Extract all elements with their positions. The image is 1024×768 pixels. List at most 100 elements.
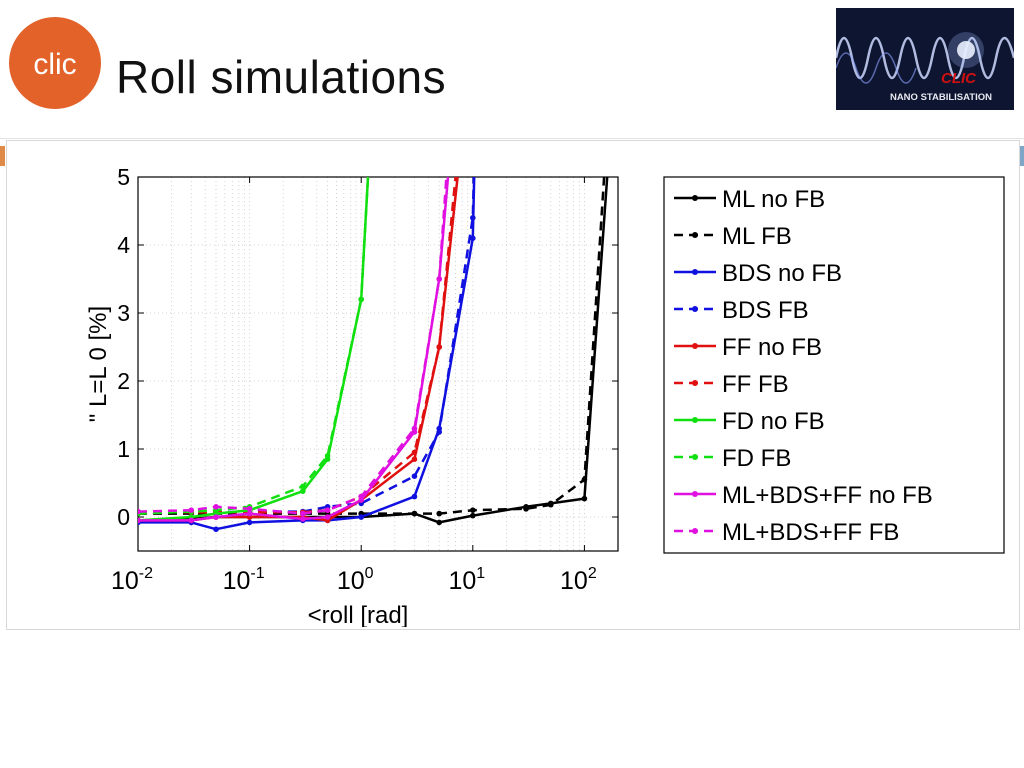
- data-point: [436, 276, 443, 282]
- data-point: [436, 510, 443, 517]
- clic-logo: clic: [9, 17, 101, 109]
- x-tick-exponent: 2: [588, 565, 597, 582]
- data-point: [581, 476, 588, 483]
- y-axis-label: " L=L 0 [%]: [85, 306, 112, 422]
- legend-box: [663, 176, 1005, 554]
- data-point: [470, 507, 476, 513]
- x-tick-exponent: 0: [365, 565, 374, 582]
- legend-marker: [692, 306, 698, 312]
- data-point: [324, 507, 331, 513]
- y-tick-label: 3: [117, 300, 130, 326]
- data-point: [411, 425, 418, 432]
- data-point: [246, 506, 253, 512]
- legend-marker: [692, 454, 698, 460]
- nano-stabilisation-logo: CLIC NANO STABILISATION: [836, 8, 1014, 110]
- y-tick-label: 0: [117, 504, 130, 530]
- legend-label: FF FB: [722, 371, 789, 398]
- x-tick-label: 100: [337, 565, 374, 595]
- wave-graphic: [836, 32, 1014, 84]
- series-line: [138, 176, 476, 514]
- clic-brand-text: CLIC: [941, 70, 976, 87]
- x-tick-label: 10-1: [223, 565, 265, 595]
- series-line: [138, 176, 448, 515]
- data-point: [246, 510, 253, 517]
- legend-marker: [692, 380, 698, 386]
- data-point: [411, 449, 418, 456]
- legend-marker: [692, 528, 698, 534]
- x-tick-label: 101: [448, 565, 485, 595]
- data-point: [324, 514, 331, 520]
- legend-label: FD FB: [722, 445, 791, 472]
- series-line: [138, 176, 370, 515]
- x-tick-base: 10: [337, 567, 365, 595]
- series-line: [138, 176, 450, 522]
- data-point: [411, 510, 418, 517]
- data-point: [436, 344, 443, 350]
- data-point: [581, 495, 588, 502]
- data-point: [213, 514, 219, 520]
- x-tick-exponent: -1: [250, 565, 264, 582]
- data-point: [300, 510, 306, 517]
- data-point: [411, 493, 418, 500]
- tagline-text: NANO STABILISATION: [889, 92, 992, 103]
- y-tick-label: 5: [117, 164, 130, 190]
- clic-logo-text: clic: [33, 48, 76, 81]
- legend-marker: [692, 269, 698, 275]
- series-line: [138, 176, 457, 514]
- y-tick-label: 1: [117, 436, 130, 462]
- legend-label: FF no FB: [722, 334, 822, 361]
- x-tick-base: 10: [111, 567, 139, 595]
- legend-marker: [692, 195, 698, 201]
- data-point: [246, 519, 253, 526]
- x-tick-base: 10: [448, 567, 476, 595]
- data-point: [436, 429, 443, 435]
- data-point: [300, 488, 306, 494]
- axes-box: [137, 176, 619, 552]
- x-axis-label: <roll [rad]: [308, 602, 409, 627]
- data-point: [213, 526, 219, 533]
- legend-label: ML FB: [722, 223, 792, 250]
- legend-marker: [692, 491, 698, 497]
- legend-marker: [692, 417, 698, 423]
- series-ml-bds-ff-fb: [138, 176, 448, 517]
- legend-label: BDS FB: [722, 297, 809, 324]
- data-point: [523, 506, 529, 512]
- header-divider: [0, 138, 1024, 139]
- slide-title: Roll simulations: [116, 51, 447, 103]
- x-tick-label: 10-2: [111, 565, 153, 595]
- data-point: [436, 519, 443, 526]
- data-point: [358, 296, 365, 303]
- data-point: [470, 215, 476, 221]
- right-accent-bar: [1019, 146, 1024, 166]
- data-point: [138, 517, 141, 524]
- y-tick-label: 4: [117, 232, 130, 258]
- data-point: [470, 235, 476, 241]
- x-tick-base: 10: [560, 567, 588, 595]
- y-tick-label: 2: [117, 368, 130, 394]
- data-point: [411, 456, 418, 463]
- left-accent-bar: [0, 146, 5, 166]
- figure-frame: 0 1 2 3 4 5 10-2 10-1 100 101 102 <roll [rad] " L=L …: [6, 140, 1020, 630]
- legend-label: ML+BDS+FF no FB: [722, 482, 933, 509]
- data-point: [300, 483, 306, 490]
- legend: ML no FB ML FB BDS no FB BDS FB FF no FB FF F…: [663, 176, 1005, 554]
- legend-label: ML+BDS+FF FB: [722, 519, 899, 546]
- legend-marker: [692, 232, 698, 238]
- clic-logo-circle: [9, 17, 101, 109]
- data-point: [411, 473, 418, 480]
- data-point: [548, 501, 554, 508]
- data-point: [470, 512, 476, 519]
- data-point: [358, 514, 365, 520]
- data-point: [358, 493, 365, 500]
- x-tick-exponent: 1: [476, 565, 485, 582]
- x-tick-label: 102: [560, 565, 597, 595]
- x-tick-base: 10: [223, 567, 251, 595]
- x-tick-exponent: -2: [139, 565, 153, 582]
- legend-label: BDS no FB: [722, 260, 842, 287]
- legend-label: FD no FB: [722, 408, 825, 435]
- legend-marker: [692, 343, 698, 349]
- data-point: [188, 507, 195, 513]
- data-point: [188, 517, 195, 524]
- data-point: [213, 504, 219, 510]
